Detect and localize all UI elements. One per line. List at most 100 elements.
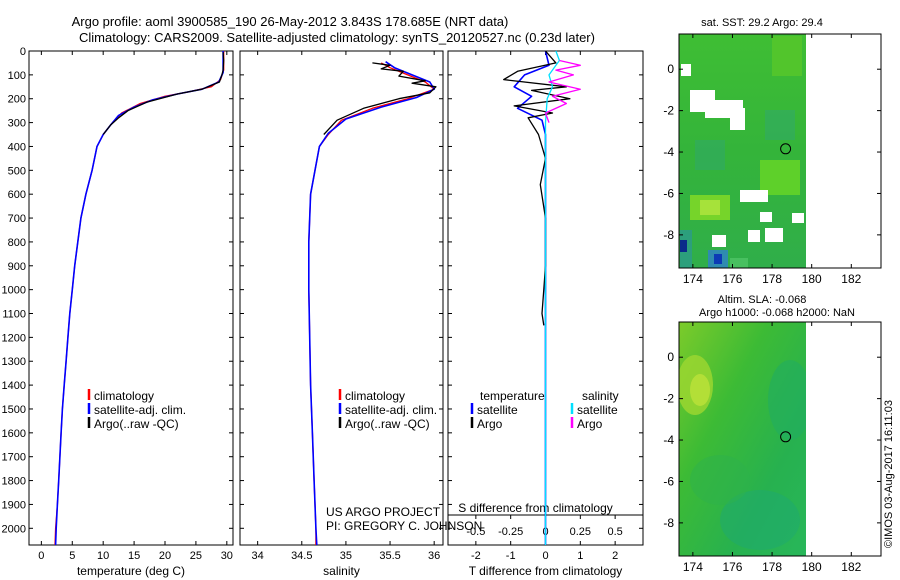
series-line xyxy=(54,51,225,546)
x-tick-label: 1 xyxy=(577,550,583,562)
y-tick-label: 400 xyxy=(8,141,26,153)
y-tick-label: -8 xyxy=(663,516,674,530)
temperature-panel: 0100200300400500600700800900100011001200… xyxy=(2,46,234,578)
plot-frame xyxy=(28,50,234,546)
y-tick-label: 800 xyxy=(8,237,26,249)
legend-label: satellite-adj. clim. xyxy=(94,403,186,417)
x-tick-label: 180 xyxy=(802,560,822,574)
x-tick-label: 35.5 xyxy=(379,550,400,562)
sst-map-patches xyxy=(680,36,804,268)
x-tick-label: 176 xyxy=(722,272,742,286)
y-tick-label: 100 xyxy=(8,70,26,82)
series-line xyxy=(544,50,561,545)
x-tick-label: 36 xyxy=(428,550,440,562)
sla-map-title: Altim. SLA: -0.068 xyxy=(718,294,807,306)
x-tick-label: 2 xyxy=(612,550,618,562)
y-tick-label: 700 xyxy=(8,213,26,225)
y-tick-label: 500 xyxy=(8,165,26,177)
credit-text: ©IMOS 03-Aug-2017 16:11:03 xyxy=(883,400,895,548)
y-tick-label: 1800 xyxy=(2,476,26,488)
y-tick-label: -4 xyxy=(663,433,674,447)
x-tick-label: 30 xyxy=(221,550,233,562)
legend-label: Argo xyxy=(577,417,603,431)
x-tick-label: 5 xyxy=(69,550,75,562)
pi-text: PI: GREGORY C. JOHNSON xyxy=(326,519,482,533)
legend-heading: temperature xyxy=(480,389,545,403)
x-tick-label: -2 xyxy=(471,550,481,562)
y-tick-label: 2000 xyxy=(2,523,26,535)
sst-map-title: sat. SST: 29.2 Argo: 29.4 xyxy=(701,17,823,29)
sla-map-frame xyxy=(678,321,882,557)
legend-label: climatology xyxy=(345,389,405,403)
x-tick-label: 176 xyxy=(722,560,742,574)
sla-map-subtitle: Argo h1000: -0.068 h2000: NaN xyxy=(699,307,855,319)
y-tick-label: -4 xyxy=(663,145,674,159)
y-tick-label: 0 xyxy=(667,62,674,76)
y-tick-label: 1200 xyxy=(2,332,26,344)
x-tick-label: 182 xyxy=(841,272,861,286)
figure-title-line2: Climatology: CARS2009. Satellite-adjuste… xyxy=(79,30,595,45)
secondary-tick-label: -0.25 xyxy=(498,526,523,538)
y-tick-label: 1100 xyxy=(2,309,26,321)
y-tick-label: 1600 xyxy=(2,428,26,440)
sst-map-axes: 174 176 178 180 182 0 -2 -4 -6 -8 xyxy=(663,34,881,286)
legend-label: satellite-adj. clim. xyxy=(345,403,437,417)
y-tick-label: 1700 xyxy=(2,452,26,464)
series-line xyxy=(308,61,435,546)
x-tick-label: 174 xyxy=(683,272,703,286)
x-tick-label: 15 xyxy=(128,550,140,562)
y-tick-label: 1000 xyxy=(2,285,26,297)
difference-panel: -2 -1 0 1 2 T difference from climatology -0.5… xyxy=(447,50,644,578)
y-tick-label: -6 xyxy=(663,186,674,200)
x-tick-label: 25 xyxy=(190,550,202,562)
salinity-panel: 34 34.5 35 35.5 36 salinity climatologysatelli… xyxy=(239,50,444,578)
plot-frame xyxy=(239,50,444,546)
legend-label: climatology xyxy=(94,389,154,403)
figure-title-line1: Argo profile: aoml 3900585_190 26-May-20… xyxy=(72,14,509,29)
series-line xyxy=(323,62,437,135)
x-tick-label: 178 xyxy=(762,272,782,286)
secondary-tick-label: 0.25 xyxy=(570,526,591,538)
y-tick-label: 0 xyxy=(667,350,674,364)
secondary-tick-label: 0.5 xyxy=(607,526,622,538)
x-tick-label: 10 xyxy=(97,550,109,562)
y-tick-label: 1500 xyxy=(2,404,26,416)
argo-location-marker-sla xyxy=(780,431,792,443)
series-line xyxy=(544,59,581,123)
x-tick-label: 34 xyxy=(252,550,264,562)
legend-heading: salinity xyxy=(582,389,619,403)
x-tick-label: 34.5 xyxy=(291,550,312,562)
sst-map-frame xyxy=(678,33,882,269)
legend-label: Argo xyxy=(477,417,503,431)
y-tick-label: 0 xyxy=(20,46,26,58)
series-line xyxy=(102,52,225,135)
x-tick-label: 0 xyxy=(542,550,548,562)
y-tick-label: 900 xyxy=(8,261,26,273)
y-tick-label: -2 xyxy=(663,104,674,118)
x-tick-label: 178 xyxy=(762,560,782,574)
series-line xyxy=(503,50,571,326)
y-tick-label: 600 xyxy=(8,189,26,201)
y-tick-label: 300 xyxy=(8,118,26,130)
x-tick-label: 174 xyxy=(683,560,703,574)
sst-map: 174 176 178 180 182 0 -2 -4 -6 -8 xyxy=(663,33,882,286)
y-tick-label: 200 xyxy=(8,94,26,106)
sla-map-axes: 174 176 178 180 182 0 -2 -4 -6 -8 xyxy=(663,322,881,574)
x-tick-label: 180 xyxy=(802,272,822,286)
x-axis-label: temperature (deg C) xyxy=(77,564,185,578)
secondary-tick-label: -0.5 xyxy=(466,526,485,538)
x-axis-label: T difference from climatology xyxy=(469,564,623,578)
x-tick-label: 182 xyxy=(841,560,861,574)
sla-map: 174 176 178 180 182 0 -2 -4 -6 -8 xyxy=(663,321,882,574)
y-tick-label: -8 xyxy=(663,228,674,242)
legend-label: Argo(..raw -QC) xyxy=(94,417,179,431)
sla-map-patches xyxy=(679,355,806,550)
x-tick-label: 0 xyxy=(38,550,44,562)
legend-label: satellite xyxy=(477,403,518,417)
y-tick-label: 1900 xyxy=(2,499,26,511)
x-axis-label: salinity xyxy=(323,564,360,578)
series-line xyxy=(54,51,224,546)
series-line xyxy=(513,50,550,545)
y-tick-label: -6 xyxy=(663,474,674,488)
